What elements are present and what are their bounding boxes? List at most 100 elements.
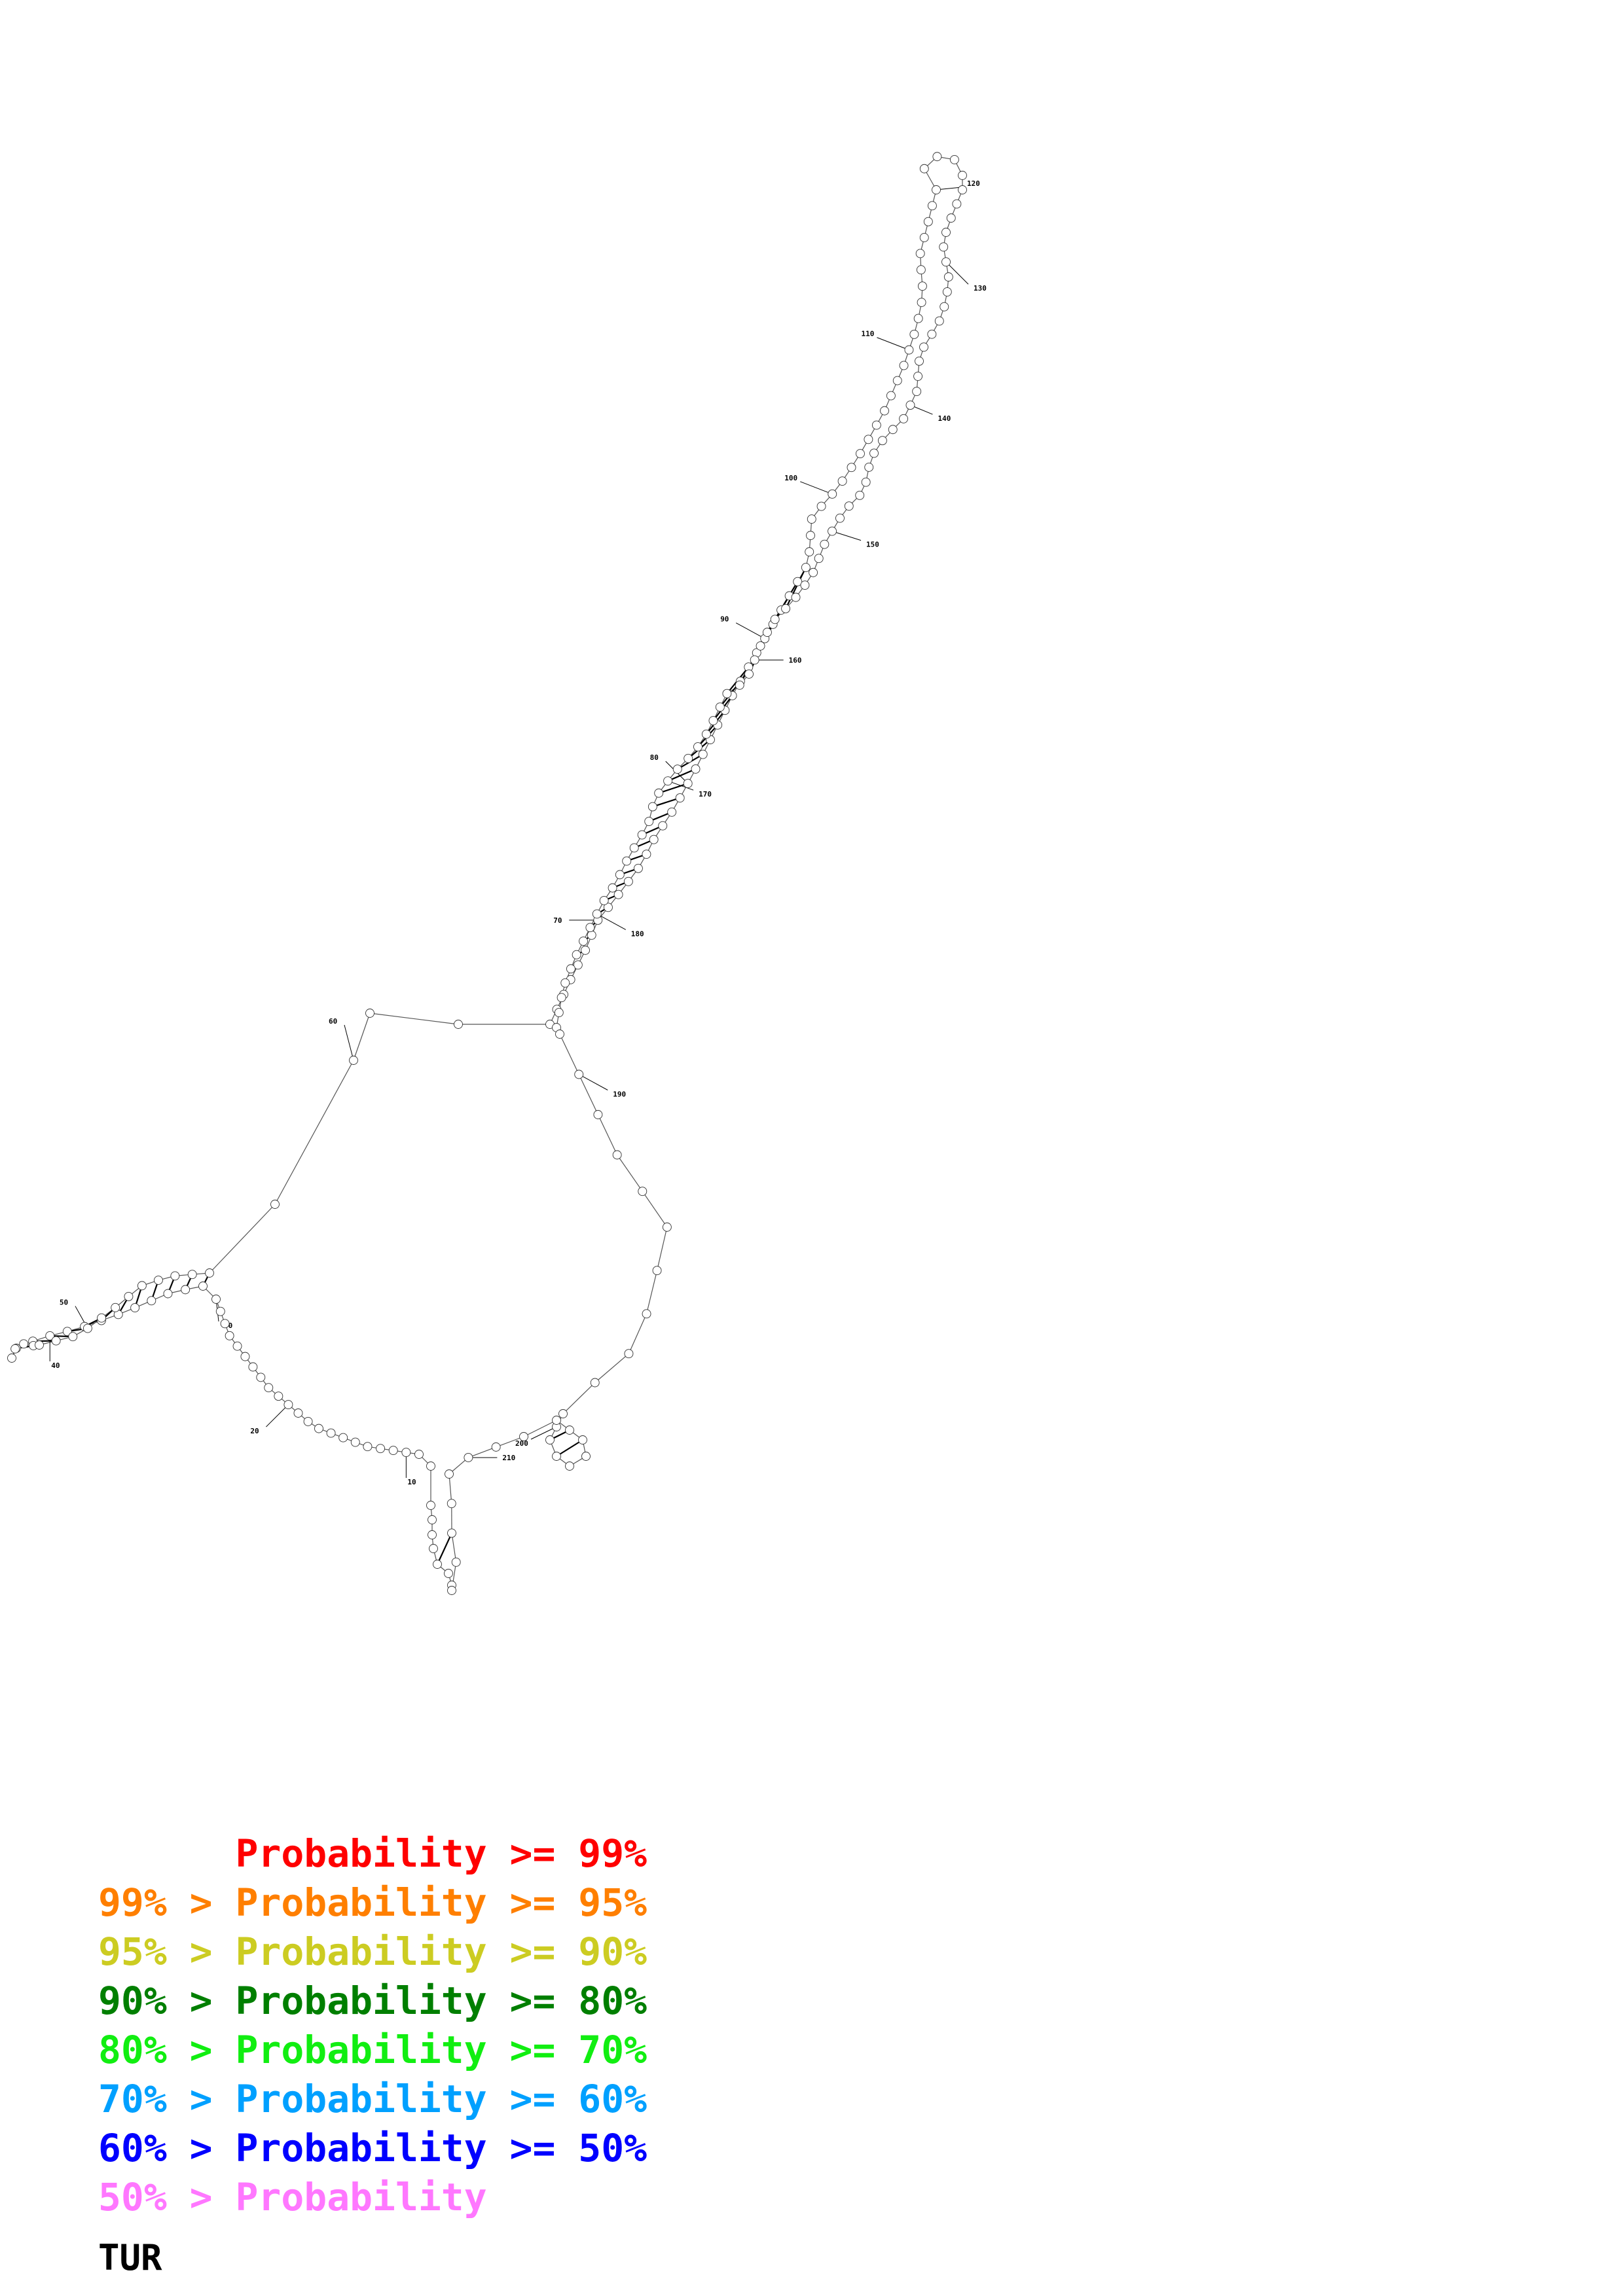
nucleotide [791,592,801,602]
nucleotide [365,1009,374,1018]
nucleotide [919,233,929,242]
nucleotide [756,641,765,651]
nucleotide [629,843,639,853]
backbone-segment [578,1074,598,1115]
nucleotide [376,1444,386,1454]
backbone-segment [369,1013,459,1025]
base-pair-bond [556,1439,583,1457]
nucleotide [939,242,949,252]
nucleotide [828,526,837,536]
nucleotide [599,896,609,905]
nucleotide [698,749,708,759]
position-tick [800,481,833,495]
nucleotide [861,477,871,487]
position-label: 40 [51,1361,60,1370]
base-pair-bonds [16,567,807,1565]
nucleotide [51,1336,61,1346]
nucleotide [888,425,898,435]
position-tick [945,261,969,285]
nucleotide [781,603,791,613]
nucleotide [722,689,732,698]
nucleotide [915,249,925,259]
nucleotide [581,1452,591,1461]
backbone-segment [594,1353,629,1383]
nucleotide [608,883,617,893]
position-tick [578,1074,608,1090]
position-label: 10 [407,1478,416,1486]
backbone-segment [597,1114,618,1155]
nucleotide [715,702,725,712]
nucleotide [612,1150,622,1160]
nucleotide [800,581,810,590]
nucleotide [927,201,937,211]
nucleotide [545,1435,555,1444]
nucleotide [675,793,685,803]
nucleotide [560,978,570,988]
position-label: 130 [974,284,987,293]
position-label: 140 [938,414,951,423]
nucleotide [274,1391,283,1401]
nucleotide [579,937,588,946]
legend-row: 80% > Probability >= 70% [98,2028,647,2072]
nucleotide [662,1222,672,1232]
nucleotide [45,1331,55,1340]
nucleotide [554,1008,564,1018]
nucleotide [451,1557,461,1567]
nucleotide [642,1309,651,1319]
nucleotide [248,1362,258,1372]
nucleotide [283,1400,293,1410]
nucleotide [447,1586,456,1595]
backbone-segment [617,1155,643,1192]
nucleotide [111,1302,120,1312]
position-label: 100 [784,474,797,482]
nucleotide [923,217,933,226]
nucleotide [943,272,953,282]
nucleotide [762,628,772,637]
nucleotide [649,834,659,844]
position-tick [266,1404,289,1427]
nucleotide [633,863,643,873]
nucleotide [927,329,937,339]
position-tick [344,1024,354,1061]
position-label: 110 [861,330,874,338]
backbone-segment [656,1227,668,1271]
nucleotide [211,1295,221,1304]
nucleotide [429,1544,438,1553]
position-tick [831,531,862,541]
nucleotide [932,185,941,194]
position-ticks: 1020304050607080901001101201301401501601… [49,179,987,1486]
position-tick [735,622,765,639]
nucleotide [124,1291,134,1301]
nucleotide [750,655,759,665]
nucleotide [869,448,879,458]
nucleotides [7,152,967,1595]
nucleotide [934,316,944,326]
nucleotide [932,152,942,162]
nucleotide [820,539,830,549]
nucleotide [667,807,677,817]
nucleotide [350,1437,360,1447]
nucleotide [864,462,874,472]
legend-row: 99% > Probability >= 95% [98,1880,647,1925]
nucleotide [770,615,780,624]
nucleotide [949,154,959,164]
backbone-segment [562,1382,596,1414]
nucleotide [913,314,923,323]
nucleotide [816,501,826,511]
nucleotide [428,1515,437,1524]
nucleotide [198,1282,208,1291]
nucleotide [855,490,865,500]
nucleotide [303,1416,313,1426]
nucleotide [915,356,924,366]
nucleotide [805,547,814,557]
nucleotide [426,1501,435,1510]
backbone-segment [642,1191,668,1228]
backbone-segment [448,1474,452,1504]
nucleotide [919,164,929,173]
nucleotide [837,476,847,486]
backbone-segment [468,1446,496,1458]
position-label: 190 [613,1090,626,1099]
nucleotide [814,554,824,564]
nucleotide [672,764,682,774]
nucleotide [414,1450,424,1459]
